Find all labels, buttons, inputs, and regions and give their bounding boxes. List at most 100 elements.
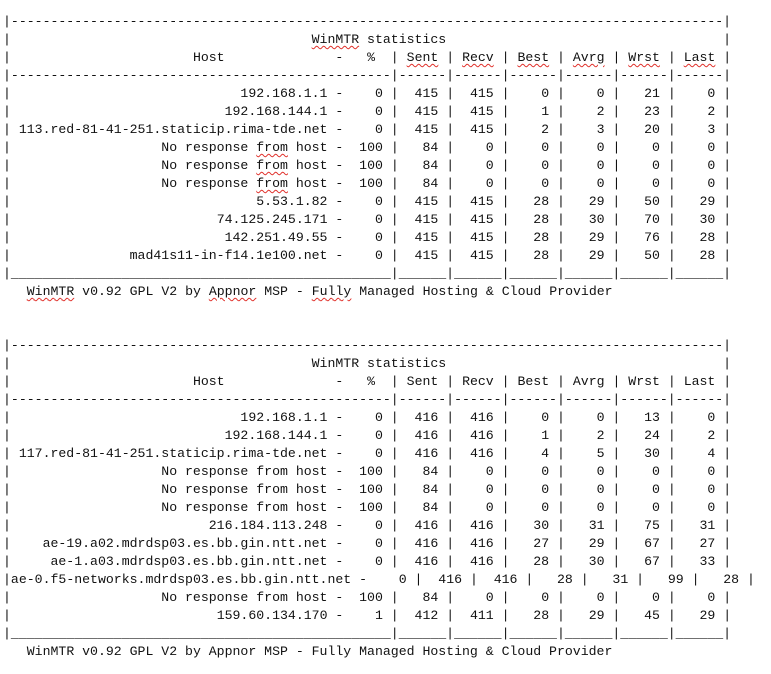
- table-row: | No response from host - 100 | 84 | 0 |…: [3, 158, 732, 173]
- row-recv: 415: [469, 104, 494, 119]
- table-row: | 216.184.113.248 - 0 | 416 | 416 | 30 |…: [3, 518, 732, 533]
- row-best: 28: [557, 572, 573, 587]
- row-last: 28: [723, 572, 740, 587]
- row-best: 0: [541, 140, 550, 155]
- row-sent: 84: [422, 140, 439, 155]
- row-best: 27: [533, 536, 550, 551]
- row-sent: 416: [438, 572, 463, 587]
- row-best: 0: [541, 464, 550, 479]
- row-best: 28: [533, 230, 550, 245]
- row-loss-pct: 0: [374, 410, 383, 425]
- row-wrst: 0: [652, 140, 660, 155]
- row-best: 0: [541, 86, 550, 101]
- row-recv: 415: [469, 194, 494, 209]
- row-best: 0: [541, 590, 550, 605]
- row-recv: 416: [469, 410, 494, 425]
- row-sent: 416: [414, 518, 439, 533]
- row-last: 3: [707, 122, 716, 137]
- row-recv: 0: [485, 500, 494, 515]
- row-wrst: 24: [644, 428, 660, 443]
- row-sent: 415: [414, 86, 439, 101]
- row-recv: 416: [469, 428, 494, 443]
- row-avrg: 29: [588, 230, 605, 245]
- header-avrg: Avrg: [572, 374, 605, 389]
- row-sent: 84: [422, 482, 439, 497]
- row-sent: 415: [414, 194, 439, 209]
- row-loss-pct: 100: [359, 500, 383, 515]
- row-last: 0: [707, 140, 716, 155]
- row-recv: 415: [469, 212, 494, 227]
- row-host: 192.168.1.1: [240, 410, 328, 425]
- row-avrg: 0: [596, 464, 605, 479]
- row-wrst: 0: [652, 176, 660, 191]
- top-border: |---------------------------------------…: [3, 14, 732, 29]
- row-sent: 416: [414, 410, 439, 425]
- row-avrg: 0: [596, 482, 605, 497]
- row-avrg: 2: [596, 428, 605, 443]
- row-host: 192.168.144.1: [224, 104, 328, 119]
- row-recv: 415: [469, 86, 494, 101]
- row-wrst: 50: [644, 194, 660, 209]
- table-title-line: | WinMTR statistics |: [3, 356, 732, 371]
- row-wrst: 45: [644, 608, 660, 623]
- winmtr-statistics-table-1: |---------------------------------------…: [3, 13, 731, 301]
- row-last: 28: [699, 230, 716, 245]
- header-wrst: Wrst: [628, 50, 660, 65]
- row-avrg: 0: [596, 410, 605, 425]
- row-recv: 0: [485, 590, 494, 605]
- footer-line: WinMTR v0.92 GPL V2 by Appnor MSP - Full…: [3, 283, 731, 301]
- row-host: 113.red-81-41-251.staticip.rima-tde.net: [18, 122, 328, 137]
- row-wrst: 75: [644, 518, 660, 533]
- row-last: 0: [707, 500, 716, 515]
- row-recv: 411: [469, 608, 494, 623]
- row-loss-pct: 100: [359, 464, 383, 479]
- footer-credit: WinMTR v0.92 GPL V2 by Appnor MSP - Full…: [26, 644, 613, 659]
- row-avrg: 29: [588, 248, 605, 263]
- row-best: 1: [541, 104, 550, 119]
- row-loss-pct: 1: [374, 608, 383, 623]
- row-wrst: 13: [644, 410, 660, 425]
- row-recv: 415: [469, 248, 494, 263]
- header-row: | Host - % | Sent | Recv | Best | Avrg |…: [3, 50, 732, 65]
- table-row: | No response from host - 100 | 84 | 0 |…: [3, 590, 732, 605]
- row-loss-pct: 100: [359, 482, 383, 497]
- row-loss-pct: 0: [374, 122, 383, 137]
- row-wrst: 23: [644, 104, 660, 119]
- row-recv: 0: [485, 140, 494, 155]
- row-host: ae-0.f5-networks.mdrdsp03.es.bb.gin.ntt.…: [10, 572, 352, 587]
- table-row: | No response from host - 100 | 84 | 0 |…: [3, 464, 732, 479]
- row-last: 28: [699, 248, 716, 263]
- row-host: 5.53.1.82: [256, 194, 328, 209]
- row-sent: 416: [414, 446, 439, 461]
- row-last: 0: [707, 176, 716, 191]
- row-sent: 84: [422, 158, 439, 173]
- row-best: 28: [533, 212, 550, 227]
- row-host: 142.251.49.55: [224, 230, 328, 245]
- row-sent: 416: [414, 536, 439, 551]
- row-last: 0: [707, 464, 716, 479]
- header-last: Last: [683, 374, 716, 389]
- table-row: | 113.red-81-41-251.staticip.rima-tde.ne…: [3, 122, 732, 137]
- row-host: 117.red-81-41-251.staticip.rima-tde.net: [18, 446, 328, 461]
- table-row: | 117.red-81-41-251.staticip.rima-tde.ne…: [3, 446, 732, 461]
- table-row: | 192.168.144.1 - 0 | 415 | 415 | 1 | 2 …: [3, 104, 732, 119]
- row-recv: 416: [469, 446, 494, 461]
- table-row: | No response from host - 100 | 84 | 0 |…: [3, 176, 732, 191]
- row-avrg: 29: [588, 194, 605, 209]
- row-loss-pct: 0: [374, 194, 383, 209]
- table-row: | ae-1.a03.mdrdsp03.es.bb.gin.ntt.net - …: [3, 554, 732, 569]
- row-loss-pct: 0: [374, 446, 383, 461]
- row-host: 192.168.144.1: [224, 428, 328, 443]
- row-sent: 416: [414, 554, 439, 569]
- row-loss-pct: 0: [374, 212, 383, 227]
- row-sent: 415: [414, 230, 439, 245]
- row-avrg: 29: [588, 536, 605, 551]
- row-avrg: 0: [596, 500, 605, 515]
- table-row: | 192.168.1.1 - 0 | 416 | 416 | 0 | 0 | …: [3, 410, 732, 425]
- table-title: WinMTR statistics: [311, 32, 447, 47]
- row-sent: 84: [422, 590, 439, 605]
- header-row: | Host - % | Sent | Recv | Best | Avrg |…: [3, 374, 732, 389]
- row-last: 29: [699, 194, 716, 209]
- row-avrg: 0: [596, 158, 605, 173]
- table-row: | 142.251.49.55 - 0 | 415 | 415 | 28 | 2…: [3, 230, 732, 245]
